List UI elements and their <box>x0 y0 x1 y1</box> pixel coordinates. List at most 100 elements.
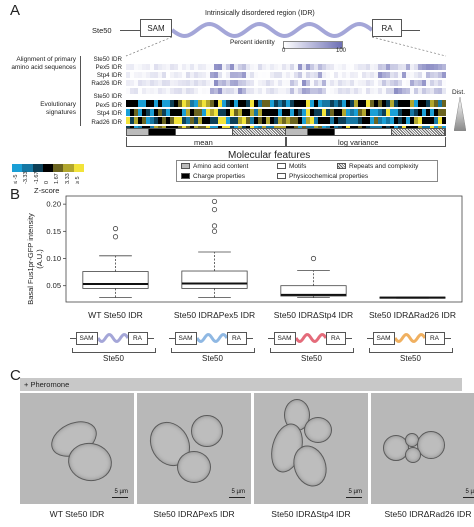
construct-label: Ste50 <box>103 354 124 363</box>
feature-strip-segment <box>392 129 445 135</box>
scale-text: 5 µm <box>465 489 474 495</box>
y-tick-label: 0.20 <box>46 200 61 209</box>
y-tick-label: 0.05 <box>46 281 61 290</box>
heatmap-row-label: Ste50 IDR <box>93 93 122 100</box>
sam-domain-box: SAM <box>140 19 172 37</box>
feature-strip-segment <box>334 129 393 135</box>
alignment-row <box>126 73 446 86</box>
heatmap-row-label: Rad26 IDR <box>91 118 122 126</box>
alignment-section-label: Alignment of primary amino acid sequence… <box>11 56 76 71</box>
alignment-bracket <box>80 56 81 96</box>
yeast-cell <box>191 415 223 447</box>
micrograph-stp4: 5 µm <box>254 393 368 504</box>
construct-bracket <box>170 348 255 353</box>
percent-identity-gradient <box>283 41 343 49</box>
construct-sam-box: SAM <box>372 332 395 345</box>
micrograph-caption: WT Ste50 IDR <box>49 509 105 519</box>
micrograph-caption: Ste50 IDRΔRad26 IDR <box>384 509 472 519</box>
percent-identity-min: 0 <box>282 48 286 54</box>
feature-strip-segment <box>175 129 234 135</box>
construct-diagram: SAM RA Ste50 <box>168 328 261 364</box>
pheromone-label: + Pheromone <box>24 380 70 389</box>
log-variance-label: log variance <box>338 138 379 147</box>
outlier-point <box>112 234 119 240</box>
legend-repeats: Repeats and complexity <box>337 163 418 170</box>
protein-line-left <box>120 30 140 31</box>
yeast-cell <box>417 431 445 459</box>
boxplot-chart: 0.05 0.10 0.15 0.20 <box>46 195 463 303</box>
category-label: Ste50 IDRΔPex5 IDR <box>173 310 256 320</box>
yeast-cell <box>383 435 409 461</box>
micrograph-pex5: 5 µm <box>137 393 251 504</box>
evolutionary-bracket <box>80 94 81 126</box>
category-label: Ste50 IDRΔStp4 IDR <box>273 310 354 320</box>
construct-label: Ste50 <box>202 354 223 363</box>
construct-ra-box: RA <box>127 332 148 345</box>
outlier-point <box>211 198 218 205</box>
micrograph-caption: Ste50 IDRΔStp4 IDR <box>271 509 351 519</box>
construct-sam-box: SAM <box>75 332 98 345</box>
yeast-cell <box>304 417 332 443</box>
outlier-point <box>211 206 218 213</box>
construct-label: Ste50 <box>400 354 421 363</box>
alignment-row-label: Rad26 IDR <box>91 80 122 87</box>
alignment-row <box>126 65 446 78</box>
mean-bracket <box>126 137 286 147</box>
outlier-point <box>310 255 317 262</box>
mean-label: mean <box>194 138 213 147</box>
construct-ra-box: RA <box>424 332 445 345</box>
ra-domain-box: RA <box>372 19 402 37</box>
percent-identity-max: 100 <box>336 48 347 54</box>
feature-strip-segment <box>286 129 308 135</box>
construct-bracket <box>368 348 453 353</box>
yeast-cell <box>177 451 211 483</box>
dist-triangle <box>454 97 466 131</box>
scale-text: 5 µm <box>348 489 362 495</box>
box-iqr <box>82 271 149 289</box>
scale-text: 5 µm <box>231 489 245 495</box>
logvar-bracket <box>286 137 446 147</box>
legend-amino-acid: Amino acid content <box>181 163 248 170</box>
feature-legend: Amino acid content Motifs Repeats and co… <box>176 160 438 182</box>
outlier-point <box>211 228 218 234</box>
outlier-point <box>112 226 119 232</box>
feature-strip-segment <box>148 129 176 135</box>
alignment-row-label: Pex5 IDR <box>95 64 122 71</box>
alignment-row-label: Ste50 IDR <box>93 56 122 63</box>
zoom-lines <box>125 36 447 57</box>
construct-label: Ste50 <box>301 354 322 363</box>
idr-wave <box>172 22 372 38</box>
feature-strip-segment <box>233 129 286 135</box>
micrograph-rad26: 5 µm <box>371 393 474 504</box>
construct-idr-wave <box>196 332 227 344</box>
construct-ra-box: RA <box>325 332 346 345</box>
y-tick-label: 0.10 <box>46 254 61 263</box>
category-label: WT Ste50 IDR <box>88 310 143 320</box>
scale-text: 5 µm <box>114 489 128 495</box>
micrograph-wt: 5 µm <box>20 393 134 504</box>
panel-a-letter: A <box>10 2 21 19</box>
construct-ra-box: RA <box>226 332 247 345</box>
construct-bracket <box>269 348 354 353</box>
category-label: Ste50 IDRΔRad26 IDR <box>369 310 456 320</box>
construct-idr-wave <box>97 332 128 344</box>
construct-idr-wave <box>295 332 326 344</box>
percent-identity-label: Percent identity <box>230 39 275 46</box>
scale-bar <box>346 496 362 498</box>
scale-bar <box>463 496 474 498</box>
alignment-row <box>126 57 446 70</box>
construct-diagram: SAM RA Ste50 <box>267 328 360 364</box>
alignment-row <box>126 81 446 94</box>
construct-diagram: SAM RA Ste50 <box>366 328 459 364</box>
legend-charge: Charge properties <box>181 173 245 180</box>
feature-strip-segment <box>307 129 335 135</box>
alignment-row-label: Stp4 IDR <box>96 72 122 79</box>
idr-title: Intrinsically disordered region (IDR) <box>205 10 315 17</box>
legend-motifs: Motifs <box>277 163 306 170</box>
dist-label: Dist. <box>452 89 465 96</box>
feature-strip-segment <box>127 129 149 135</box>
heatmap-row-label: Stp4 IDR <box>96 110 122 117</box>
feature-category-strip <box>126 128 446 136</box>
heatmap-row <box>126 94 446 107</box>
outlier-point <box>211 223 218 229</box>
